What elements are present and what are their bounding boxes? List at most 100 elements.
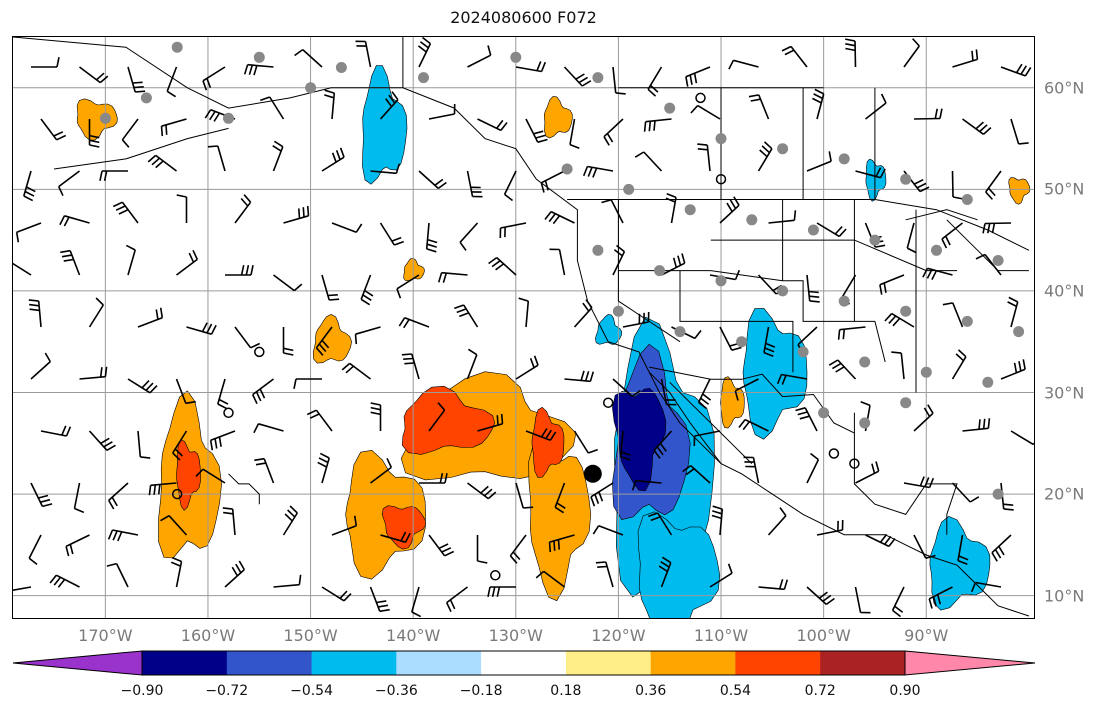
wind-barb-flag xyxy=(112,530,118,541)
us-canada-border xyxy=(567,199,1030,251)
wind-barb-flag xyxy=(298,574,302,585)
wind-barb-flag xyxy=(341,362,351,371)
wind-barb xyxy=(540,170,565,193)
wind-barb xyxy=(503,170,517,202)
wind-barb-shaft xyxy=(734,378,759,392)
wind-barb-flag xyxy=(1003,508,1014,511)
wind-barb-shaft xyxy=(273,274,295,292)
wind-barb xyxy=(865,93,887,120)
wind-barb-flag xyxy=(331,152,337,163)
wind-barb-flag xyxy=(776,374,783,385)
station-dot xyxy=(982,376,994,388)
wind-barb xyxy=(476,535,488,564)
wind-barb xyxy=(170,556,183,588)
wind-barb-flag xyxy=(171,556,182,563)
wind-barb-flag xyxy=(879,168,886,179)
wind-barb xyxy=(509,534,527,564)
wind-barb-shaft xyxy=(865,102,887,120)
wind-barb xyxy=(828,359,857,380)
wind-barb-flag xyxy=(613,249,623,257)
wind-barb-shaft xyxy=(217,145,226,172)
wind-barb-shaft xyxy=(697,104,721,120)
wind-barb-flag xyxy=(95,297,104,306)
wind-barb-flag xyxy=(813,93,823,100)
wind-barb-flag xyxy=(879,533,888,543)
wind-barb-shaft xyxy=(355,326,381,335)
colorbar-segment xyxy=(481,651,567,675)
wind-barb-shaft xyxy=(635,479,662,484)
wind-barb-flag xyxy=(253,423,260,434)
map-panel[interactable] xyxy=(12,36,1035,619)
wind-barb xyxy=(317,452,330,484)
wind-barb-flag xyxy=(838,228,847,237)
state-lines xyxy=(617,270,681,343)
wind-barb-flag xyxy=(552,215,561,225)
wind-barb-flag xyxy=(28,299,39,302)
wind-barb-flag xyxy=(176,194,187,198)
wind-barb-flag xyxy=(370,406,381,411)
station-dot xyxy=(335,62,347,73)
wind-barb xyxy=(697,378,712,410)
wind-barb-flag xyxy=(540,182,545,193)
wind-barb-flag xyxy=(302,207,305,218)
wind-barb xyxy=(15,222,42,243)
wind-barb xyxy=(913,534,936,559)
wind-barb-flag xyxy=(764,347,775,353)
wind-barb-flag xyxy=(53,131,64,137)
wind-barb-shaft xyxy=(610,199,624,224)
aleutian-islands xyxy=(53,127,229,170)
anomaly-area-positive xyxy=(719,376,745,429)
wind-barb-flag xyxy=(422,37,431,45)
wind-barb-flag xyxy=(483,488,493,497)
wind-barb xyxy=(728,59,759,70)
wind-barb-flag xyxy=(218,436,222,447)
wind-barb-flag xyxy=(118,208,129,215)
wind-barb-flag xyxy=(487,45,492,56)
wind-barb xyxy=(293,378,322,389)
wind-barb-flag xyxy=(155,160,164,169)
baja-coastline xyxy=(648,371,722,464)
wind-barb-shaft xyxy=(806,274,811,301)
wind-barb xyxy=(962,118,992,135)
colorbar-segment xyxy=(142,651,228,675)
wind-barb-flag xyxy=(496,586,501,597)
wind-barb-flag xyxy=(761,145,771,154)
wind-barb-flag xyxy=(582,166,589,177)
latitude-label: 60°N xyxy=(1044,78,1085,98)
wind-barb-flag xyxy=(293,378,297,389)
wind-barb-flag xyxy=(141,380,150,389)
wind-barb xyxy=(207,145,226,172)
wind-barb-flag xyxy=(880,93,887,104)
wind-barb-flag xyxy=(61,425,67,436)
wind-barb xyxy=(127,66,146,93)
wind-barb-flag xyxy=(376,600,387,604)
wind-barb-shaft xyxy=(79,375,106,380)
wind-barb-flag xyxy=(218,398,229,405)
wind-barb-flag xyxy=(289,505,298,514)
wind-barb-shaft xyxy=(598,524,624,536)
wind-barb-shaft xyxy=(525,301,530,328)
wind-barb-flag xyxy=(1015,63,1023,74)
longitude-label: 140°W xyxy=(386,626,441,645)
wind-barb xyxy=(569,118,580,150)
wind-barb xyxy=(253,423,284,434)
wind-barb xyxy=(437,271,468,283)
wind-barb-flag xyxy=(661,556,672,564)
wind-barb-flag xyxy=(403,318,410,329)
wind-barb xyxy=(806,586,835,606)
wind-barb-flag xyxy=(135,90,146,93)
wind-barb-shaft xyxy=(733,59,759,68)
wind-barb-flag xyxy=(148,485,152,496)
wind-barb-flag xyxy=(487,491,497,500)
wind-barb-flag xyxy=(360,298,371,306)
station-ring xyxy=(715,173,727,185)
wind-barb-flag xyxy=(243,64,249,75)
station-dot xyxy=(592,244,604,256)
wind-barb-flag xyxy=(797,411,808,416)
wind-barb-flag xyxy=(104,366,108,377)
wind-barb xyxy=(425,222,438,253)
wind-barb xyxy=(467,45,492,68)
wind-barb-flag xyxy=(825,597,835,606)
station-dot xyxy=(992,488,1004,500)
wind-barb xyxy=(612,66,626,95)
